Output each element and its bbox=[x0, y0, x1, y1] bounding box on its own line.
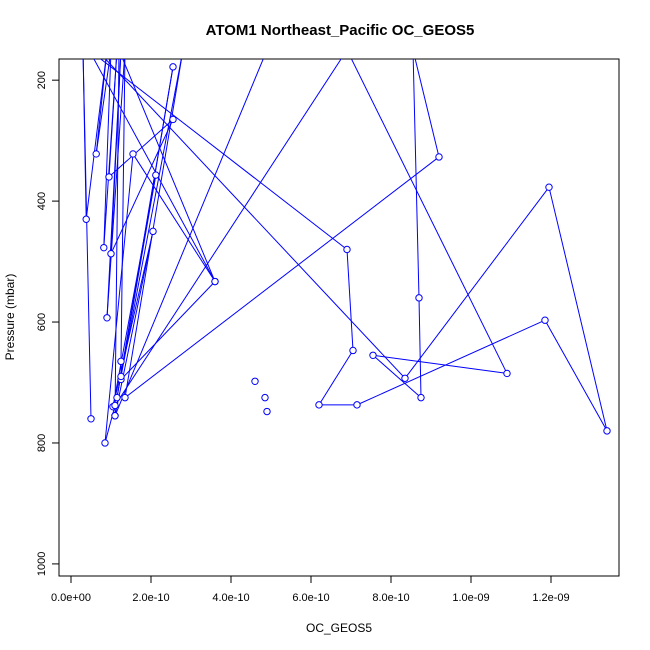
series-segment bbox=[99, 59, 348, 250]
data-point bbox=[541, 316, 549, 324]
series-segment bbox=[404, 186, 550, 379]
x-axis-label: OC_GEOS5 bbox=[306, 621, 372, 635]
data-point bbox=[129, 150, 137, 158]
series-segment bbox=[124, 59, 182, 398]
x-axis: 0.0e+00 2.0e-10 4.0e-10 6.0e-10 8.0e-10 1.0e-… bbox=[51, 575, 570, 604]
series-segment bbox=[412, 59, 420, 298]
x-tick-label: 6.0e-10 bbox=[292, 592, 329, 604]
data-point bbox=[117, 372, 125, 381]
series-segment bbox=[93, 59, 216, 282]
data-point bbox=[121, 393, 129, 402]
series-segment bbox=[346, 249, 354, 351]
x-tick-label: 0.0e+00 bbox=[51, 592, 91, 604]
data-point bbox=[603, 427, 611, 435]
series-segment bbox=[548, 187, 608, 431]
x-tick-label: 1.2e-09 bbox=[532, 592, 569, 604]
series-segment bbox=[104, 153, 134, 444]
data-point bbox=[415, 294, 423, 302]
x-tick-label: 4.0e-10 bbox=[212, 592, 249, 604]
data-point bbox=[117, 357, 125, 366]
data-point bbox=[435, 153, 443, 161]
series-segment bbox=[114, 59, 342, 406]
y-tick-label: 600 bbox=[36, 313, 48, 331]
data-point bbox=[263, 407, 271, 416]
data-point bbox=[401, 374, 409, 382]
series-segment bbox=[110, 119, 174, 254]
series-layer bbox=[82, 59, 611, 447]
data-point bbox=[417, 393, 425, 402]
series-segment bbox=[372, 354, 422, 398]
series-segment bbox=[114, 231, 154, 416]
series-segment bbox=[124, 156, 440, 399]
series-segment bbox=[544, 319, 608, 432]
series-segment bbox=[104, 405, 116, 444]
series-segment bbox=[120, 66, 174, 377]
series-segment bbox=[104, 59, 406, 379]
data-point bbox=[503, 369, 511, 378]
series-segment bbox=[356, 319, 546, 406]
series-segment bbox=[132, 153, 216, 282]
series-segment bbox=[106, 59, 125, 318]
series-segment bbox=[418, 297, 422, 398]
data-point bbox=[211, 277, 219, 286]
series-segment bbox=[85, 59, 107, 220]
plot-frame bbox=[58, 58, 620, 577]
data-point bbox=[107, 250, 115, 258]
series-segment bbox=[114, 59, 120, 416]
data-point bbox=[111, 401, 119, 410]
series-segment bbox=[82, 59, 87, 220]
data-point bbox=[87, 415, 95, 423]
data-point bbox=[92, 150, 100, 158]
y-axis: 200 400 600 800 1000 bbox=[36, 71, 60, 576]
data-point bbox=[169, 63, 177, 71]
data-point bbox=[169, 115, 177, 124]
data-point bbox=[261, 393, 269, 402]
series-segment bbox=[350, 59, 508, 374]
y-tick-label: 200 bbox=[36, 71, 48, 89]
y-tick-label: 1000 bbox=[36, 552, 48, 576]
x-tick-label: 2.0e-10 bbox=[132, 592, 169, 604]
series-segment bbox=[122, 59, 216, 282]
series-segment bbox=[120, 59, 182, 377]
series-segment bbox=[103, 59, 112, 248]
data-point bbox=[251, 377, 259, 385]
data-point bbox=[152, 171, 160, 179]
series-segment bbox=[114, 59, 264, 416]
data-point bbox=[349, 346, 357, 355]
series-segment bbox=[318, 350, 354, 406]
x-tick-label: 8.0e-10 bbox=[372, 592, 409, 604]
data-point bbox=[343, 245, 351, 254]
y-tick-label: 800 bbox=[36, 434, 48, 452]
series-segment bbox=[95, 59, 111, 155]
x-tick-label: 1.0e-09 bbox=[452, 592, 489, 604]
data-point bbox=[82, 215, 90, 223]
data-point bbox=[101, 439, 109, 447]
data-point bbox=[149, 227, 157, 236]
data-point bbox=[100, 243, 108, 252]
data-point bbox=[545, 183, 553, 191]
series-segment bbox=[120, 59, 126, 362]
data-point bbox=[103, 314, 111, 322]
data-point bbox=[113, 393, 121, 402]
data-point bbox=[353, 401, 361, 409]
chart-title: ATOM1 Northeast_Pacific OC_GEOS5 bbox=[206, 22, 475, 39]
y-axis-label: Pressure (mbar) bbox=[3, 274, 17, 361]
series-segment bbox=[372, 354, 508, 374]
y-tick-label: 400 bbox=[36, 192, 48, 210]
data-point bbox=[105, 173, 113, 181]
series-segment bbox=[414, 59, 440, 158]
data-point bbox=[111, 412, 119, 420]
series-segment bbox=[95, 59, 107, 154]
data-point bbox=[369, 351, 377, 359]
data-point bbox=[315, 401, 323, 409]
